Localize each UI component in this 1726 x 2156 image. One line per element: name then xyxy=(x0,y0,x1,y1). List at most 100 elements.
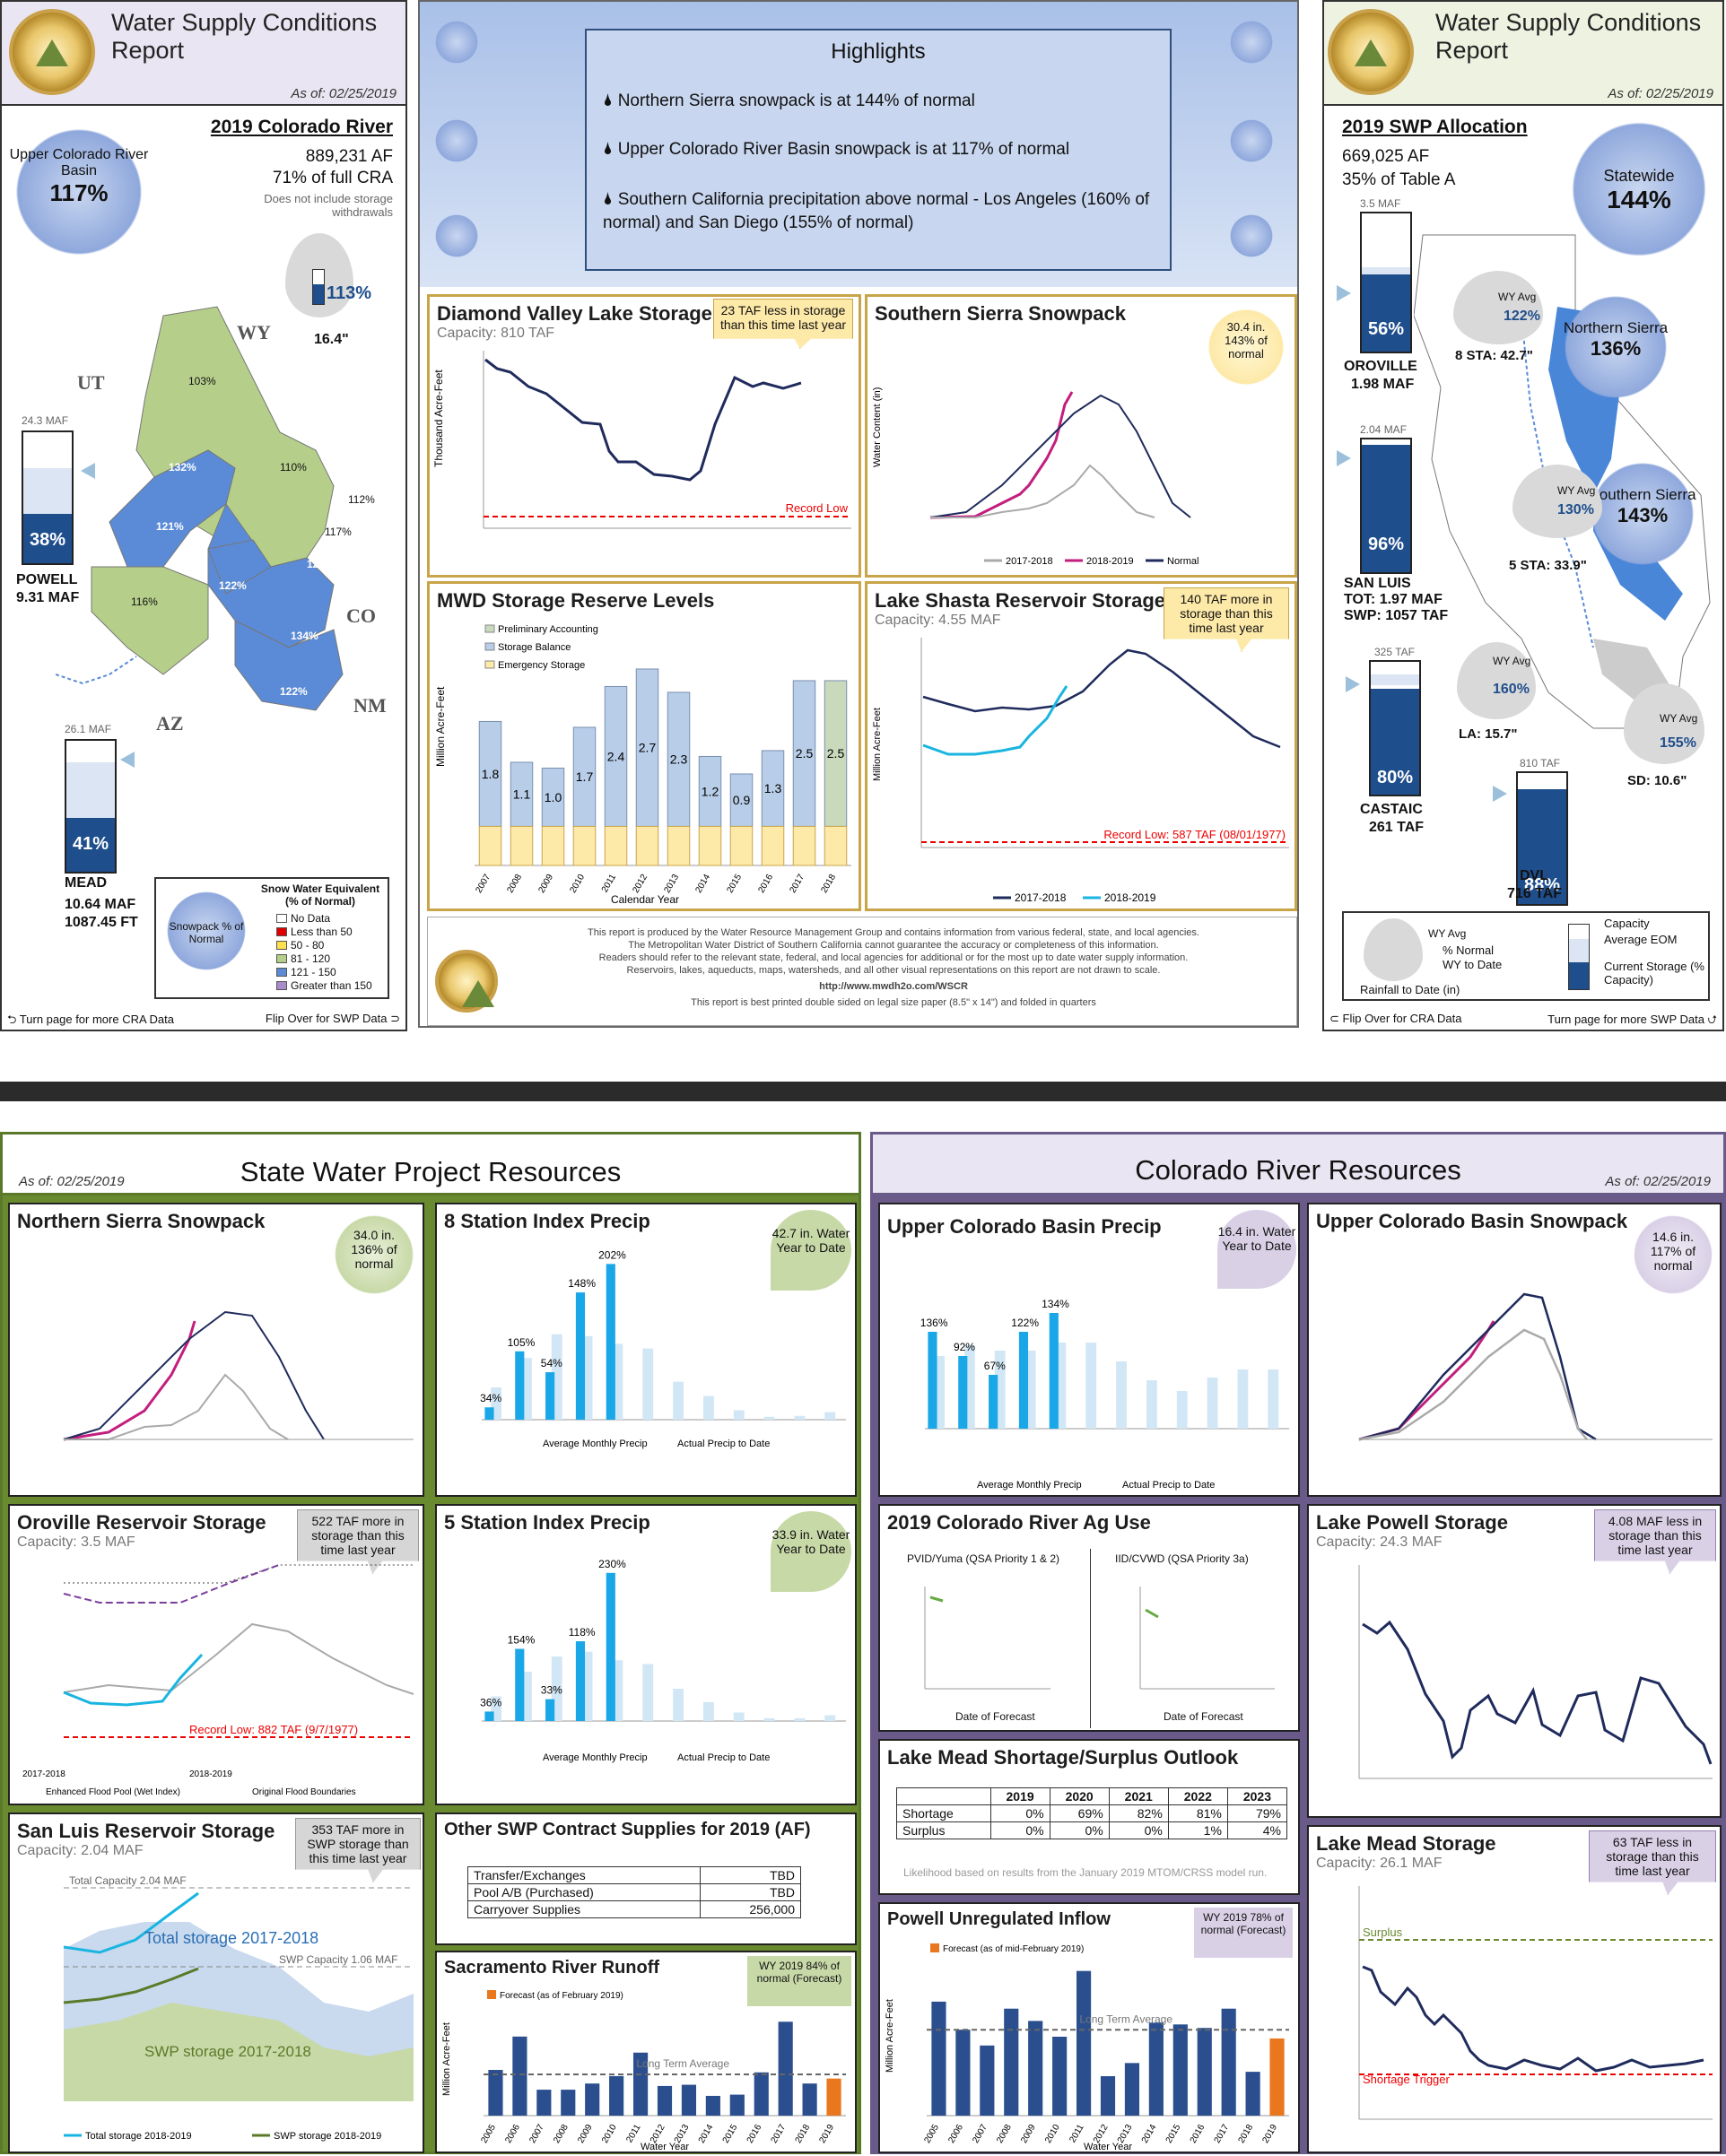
disclaimer-line: The Metropolitan Water District of South… xyxy=(628,940,1159,951)
mead-capacity: 26.1 MAF xyxy=(65,723,112,735)
table-cell: 1% xyxy=(1167,1821,1228,1839)
map-pct: 122% xyxy=(280,685,308,698)
cra-footer-left[interactable]: ⮌ Turn page for more CRA Data xyxy=(7,1013,175,1026)
map-pct: 116% xyxy=(131,596,158,608)
basin-pct: 117% xyxy=(49,179,109,206)
bar xyxy=(705,2095,720,2116)
cra-summary-panel: Water Supply Conditions Report As of: 02… xyxy=(0,0,407,1031)
sd-value: SD: 10.6" xyxy=(1627,773,1687,788)
actual-bar xyxy=(515,1351,525,1420)
avg-bar xyxy=(1116,1361,1127,1429)
disclaimer-link[interactable]: http://www.mwdh2o.com/WSCR xyxy=(819,981,968,992)
tick-label: 2013 xyxy=(662,873,681,895)
bar-emergency xyxy=(541,825,565,866)
bar xyxy=(754,2072,769,2116)
disclaimer-box: This report is produced by the Water Res… xyxy=(427,917,1297,1026)
legend-item: Storage Balance xyxy=(498,642,571,653)
swp-footer-left[interactable]: ⊂ Flip Over for CRA Data xyxy=(1329,1012,1462,1025)
avg-bar xyxy=(673,1381,684,1420)
bar-emergency xyxy=(729,825,754,866)
disclaimer-line: This report is produced by the Water Res… xyxy=(588,927,1199,938)
tick-label: 2011 xyxy=(600,873,618,895)
bar-emergency xyxy=(572,825,597,866)
avg-bar xyxy=(491,1387,501,1420)
axis-label: Thousand Acre-Feet xyxy=(432,369,445,467)
avg-bar xyxy=(763,1416,775,1420)
powell-inflow-chart: Powell Unregulated Inflow WY 2019 78% of… xyxy=(878,1902,1300,2153)
series-label: Total storage 2017-2018 xyxy=(144,1929,318,1947)
powell-gauge: 38% xyxy=(22,430,74,565)
table-header: 2023 xyxy=(1226,1787,1288,1805)
avg-bar xyxy=(994,1351,1006,1429)
actual-bar xyxy=(606,1572,615,1721)
swp-heading: 2019 SWP Allocation xyxy=(1342,117,1528,137)
bar-emergency xyxy=(667,825,691,866)
la-precip-drop: WY Avg 160% xyxy=(1457,642,1536,719)
data-label: 67% xyxy=(984,1360,1006,1372)
avg-bar xyxy=(581,1651,593,1721)
data-label: 2.7 xyxy=(639,741,657,755)
map-pct: 110% xyxy=(280,461,307,474)
bar xyxy=(541,767,565,827)
cra-footer-right[interactable]: Flip Over for SWP Data ⊃ xyxy=(265,1012,400,1025)
bar-emergency xyxy=(635,825,659,866)
tick-label: 2017 xyxy=(1213,2123,1232,2145)
data-label: 2.5 xyxy=(796,746,814,761)
tick-label: 2018 xyxy=(819,873,838,895)
avg-bar xyxy=(642,1664,654,1721)
tick-label: 2009 xyxy=(576,2123,595,2145)
swp-resources-section: State Water Project Resources As of: 02/… xyxy=(0,1132,861,2154)
shortage-table: 2019 2020 2021 2022 2023 Shortage 0% 69% 82% 81% 7… xyxy=(896,1787,1288,1839)
statewide-snowflake-icon: Statewide 144% xyxy=(1563,113,1715,265)
legend-item: Average Monthly Precip xyxy=(543,1752,648,1763)
report-title: Water Supply Conditions Report xyxy=(111,9,378,64)
legend-swatch xyxy=(276,926,287,936)
sanluis-pct: 96% xyxy=(1362,444,1410,572)
tick-label: 2015 xyxy=(725,873,744,895)
oroville-plot: Record Low: 882 TAF (9/7/1977) 2017-2018… xyxy=(22,1564,414,1797)
record-low-label: Record Low xyxy=(786,501,849,515)
actual-bar xyxy=(958,1356,968,1429)
actual-bar xyxy=(1049,1313,1059,1429)
sanluis-gauge: 96% xyxy=(1360,438,1412,574)
south-station: 5 STA: 33.9" xyxy=(1509,558,1587,573)
table-cell: 81% xyxy=(1167,1804,1228,1822)
tick-label: 2017 xyxy=(788,873,806,895)
castaic-pct: 80% xyxy=(1371,688,1419,795)
avg-bar xyxy=(612,1343,623,1420)
data-label: 122% xyxy=(1011,1317,1039,1329)
legend-row: 81 - 120 xyxy=(276,952,372,965)
bar xyxy=(931,2001,946,2116)
avg-bar xyxy=(1055,1343,1067,1429)
callout-badge: 33.9 in. Water Year to Date xyxy=(771,1511,851,1592)
avg-bar xyxy=(733,1410,745,1420)
bar-emergency xyxy=(698,825,722,866)
san-luis-storage-chart: San Luis Reservoir Storage Capacity: 2.0… xyxy=(8,1813,424,2153)
tick-label: 2008 xyxy=(505,873,524,895)
map-pct: 134% xyxy=(291,630,318,642)
legend-item: 2018-2019 xyxy=(1086,556,1134,567)
snowflake-callout-icon: 30.4 in. 143% of normal xyxy=(1203,304,1289,390)
avg-bar xyxy=(963,1345,975,1429)
avg-bar xyxy=(551,1656,562,1721)
callout-badge: WY 2019 84% of normal (Forecast) xyxy=(747,1956,851,2006)
tick-label: 2017 xyxy=(770,2123,789,2145)
legend-label: Less than 50 xyxy=(291,925,353,938)
chart-title: Lake Mead Shortage/Surplus Outlook xyxy=(887,1746,1239,1769)
footer-text: Flip Over for CRA Data xyxy=(1342,1012,1462,1025)
avg-bar xyxy=(763,1717,775,1721)
map-pct: 121% xyxy=(156,520,184,533)
legend-item: Total storage 2018-2019 xyxy=(85,2131,192,2142)
cra-heading: 2019 Colorado River xyxy=(210,117,393,137)
bar xyxy=(635,668,659,827)
avg-bar xyxy=(1207,1378,1218,1429)
highlights-title: Highlights xyxy=(831,39,926,64)
table-row: Transfer/Exchanges TBD xyxy=(467,1866,802,1884)
bar xyxy=(604,685,628,827)
north-precip-drop: WY Avg 122% xyxy=(1453,271,1543,344)
bar xyxy=(681,2084,697,2116)
highlight-item: 🌢 Northern Sierra snowpack is at 144% of… xyxy=(603,91,975,110)
data-label: 2.5 xyxy=(827,746,845,761)
chart-subtitle: Capacity: 4.55 MAF xyxy=(875,613,1001,628)
swp-footer-right[interactable]: Turn page for more SWP Data ⮍ xyxy=(1547,1013,1717,1026)
